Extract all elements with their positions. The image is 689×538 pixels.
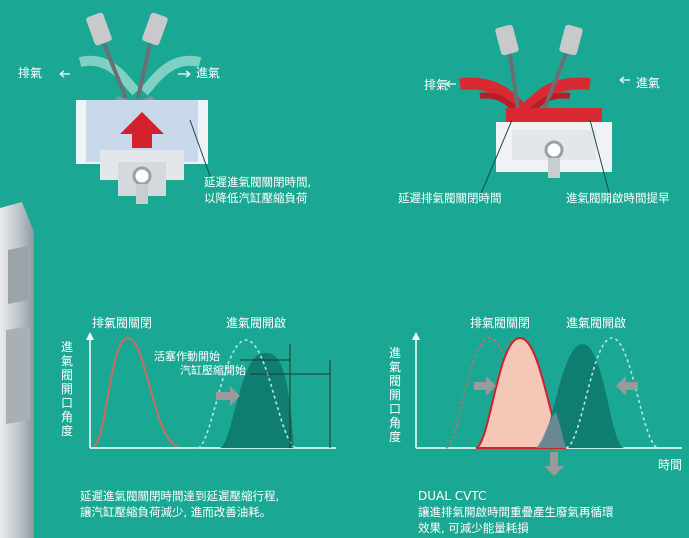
valve-timing-chart-left [86, 332, 336, 449]
valve-icon [495, 24, 520, 111]
top-left-caption-1: 延遲進氣閥關閉時間, [204, 175, 312, 189]
exhaust-label-left: 排氣 [18, 66, 43, 80]
intake-open-label-left: 進氣閥開啟 [226, 316, 287, 330]
exhaust-close-label-left: 排氣閥關閉 [92, 316, 153, 330]
arrow-icon [120, 112, 164, 148]
piston-start-label: 活塞作動開始 [154, 350, 220, 363]
intake-label-right: 進氣 [636, 76, 661, 90]
valve-timing-chart-right [412, 332, 682, 476]
engine-diagram-left [59, 12, 211, 204]
dual-cvtc-title: DUAL CVTC [418, 489, 487, 503]
y-axis-label-right: 進氣閥開口角度 [388, 346, 401, 444]
left-chart-caption-1: 延遲進氣閥關閉時間達到延遲壓縮行程, [80, 489, 280, 503]
x-axis-label-right: 時間 [658, 458, 683, 472]
piston-icon [512, 130, 596, 178]
compress-start-label: 汽缸壓縮開始 [180, 364, 246, 377]
right-chart-caption-2: 效果, 可減少能量耗損 [418, 521, 529, 535]
piston-icon [100, 150, 184, 204]
advance-intake-label: 進氣閥開啟時間提早 [566, 191, 670, 205]
engine-diagram-right [445, 24, 630, 197]
intake-open-label-right: 進氣閥開啟 [566, 316, 627, 330]
intake-label-left: 進氣 [196, 66, 221, 80]
right-chart-caption-1: 讓進排氣開啟時間重疊產生廢氣再循環 [418, 505, 614, 519]
exhaust-label-right: 排氣 [424, 78, 449, 92]
left-chart-caption-2: 讓汽缸壓縮負荷減少, 進而改善油耗。 [80, 505, 272, 519]
engine-side-panel [0, 202, 34, 538]
top-left-caption-2: 以降低汽缸壓縮負荷 [204, 191, 308, 205]
y-axis-label-left: 進氣閥開口角度 [60, 340, 73, 438]
delay-exhaust-label: 延遲排氣閥關閉時間 [398, 191, 502, 205]
exhaust-close-label-right: 排氣閥關閉 [470, 316, 531, 330]
